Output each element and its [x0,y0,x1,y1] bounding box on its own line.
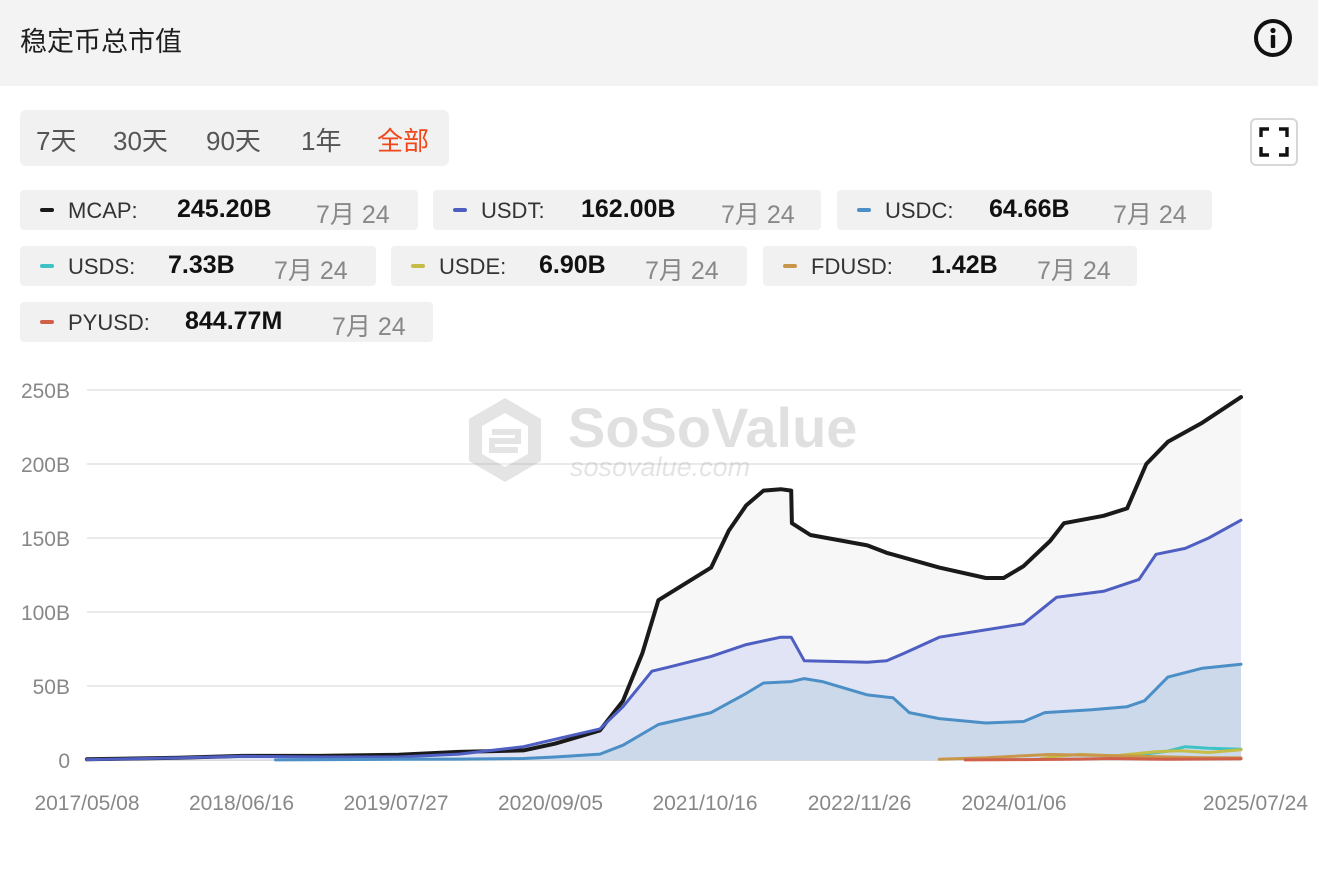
y-tick-label: 150B [21,528,70,551]
tab-30d[interactable]: 30天 [113,126,168,156]
legend-name: USDC: [885,198,954,223]
line-usdc [274,662,1243,762]
x-tick-label: 2017/05/08 [34,792,139,815]
x-tick-label: 2019/07/27 [343,792,448,815]
legend-item-usdc[interactable]: USDC: 64.66B 7月 24 [837,190,1212,230]
x-axis: 2017/05/08 2018/06/16 2019/07/27 2020/09/05… [34,792,1308,815]
legend-value: 844.77M [185,307,283,335]
line-usds [1120,745,1243,760]
legend-name: MCAP: [68,198,138,223]
legend-swatch [40,320,54,324]
legend-value: 7.33B [168,251,235,279]
legend-item-usds[interactable]: USDS: 7.33B 7月 24 [20,246,376,286]
legend-item-usde[interactable]: USDE: 6.90B 7月 24 [391,246,747,286]
time-range-tabs: 7天 30天 90天 1年 全部 [20,110,449,166]
line-fdusd [937,753,1243,761]
stablecoin-market-cap-chart[interactable]: SoSoValue sosovalue.com 0 50B 100B 150B 200B… [0,370,1318,830]
y-tick-label: 250B [21,380,70,403]
series-lines [85,395,1243,762]
legend-item-pyusd[interactable]: PYUSD: 844.77M 7月 24 [20,302,433,342]
fullscreen-icon [1259,127,1289,157]
y-axis: 0 50B 100B 150B 200B 250B [21,380,70,773]
legend-date: 7月 24 [1037,257,1111,285]
legend-date: 7月 24 [332,313,406,341]
legend-value: 1.42B [931,251,998,279]
line-usdt [85,518,1243,762]
watermark-url: sosovalue.com [570,452,750,482]
legend-swatch [783,264,797,268]
sosovalue-watermark: SoSoValue sosovalue.com [469,396,857,482]
y-tick-label: 0 [58,750,70,773]
fullscreen-button[interactable] [1250,118,1298,166]
x-tick-label: 2024/01/06 [961,792,1066,815]
legend-date: 7月 24 [645,257,719,285]
x-tick-label: 2020/09/05 [498,792,603,815]
x-tick-label: 2022/11/26 [808,792,912,815]
legend-name: USDS: [68,254,136,279]
legend-date: 7月 24 [721,201,795,229]
legend-swatch [857,208,871,212]
series-areas [87,397,1241,760]
legend-swatch [40,264,54,268]
legend-swatch [453,208,467,212]
legend-swatch [411,264,425,268]
legend-date: 7月 24 [316,201,390,229]
legend-name: USDE: [439,254,507,279]
legend-name: FDUSD: [811,254,893,279]
legend-item-usdt[interactable]: USDT: 162.00B 7月 24 [433,190,821,230]
tab-1y[interactable]: 1年 [301,126,342,156]
legend-date: 7月 24 [1113,201,1187,229]
legend-item-fdusd[interactable]: FDUSD: 1.42B 7月 24 [763,246,1137,286]
area-usdt [87,520,1241,760]
y-tick-label: 100B [21,602,70,625]
watermark-brand: SoSoValue [568,396,857,459]
legend-value: 245.20B [177,195,272,223]
page-title: 稳定币总市值 [20,27,182,57]
legend-value: 162.00B [581,195,676,223]
line-pyusd [963,757,1243,762]
y-tick-label: 200B [21,454,70,477]
x-tick-label: 2018/06/16 [189,792,294,815]
tab-90d[interactable]: 90天 [206,126,261,156]
tab-all[interactable]: 全部 [377,126,430,156]
y-tick-label: 50B [33,676,70,699]
legend-item-mcap[interactable]: MCAP: 245.20B 7月 24 [20,190,418,230]
sosovalue-logo-icon [469,398,541,482]
x-tick-label: 2025/07/24 [1203,792,1308,815]
legend-name: USDT: [481,198,545,223]
legend-date: 7月 24 [274,257,348,285]
page-header: 稳定币总市值 [0,0,1318,86]
info-circle-icon[interactable] [1252,17,1294,59]
legend-value: 64.66B [989,195,1070,223]
area-usdc [275,664,1241,760]
legend-value: 6.90B [539,251,606,279]
tab-7d[interactable]: 7天 [36,126,77,156]
x-tick-label: 2021/10/16 [652,792,757,815]
legend-swatch [40,208,54,212]
legend-name: PYUSD: [68,310,150,335]
